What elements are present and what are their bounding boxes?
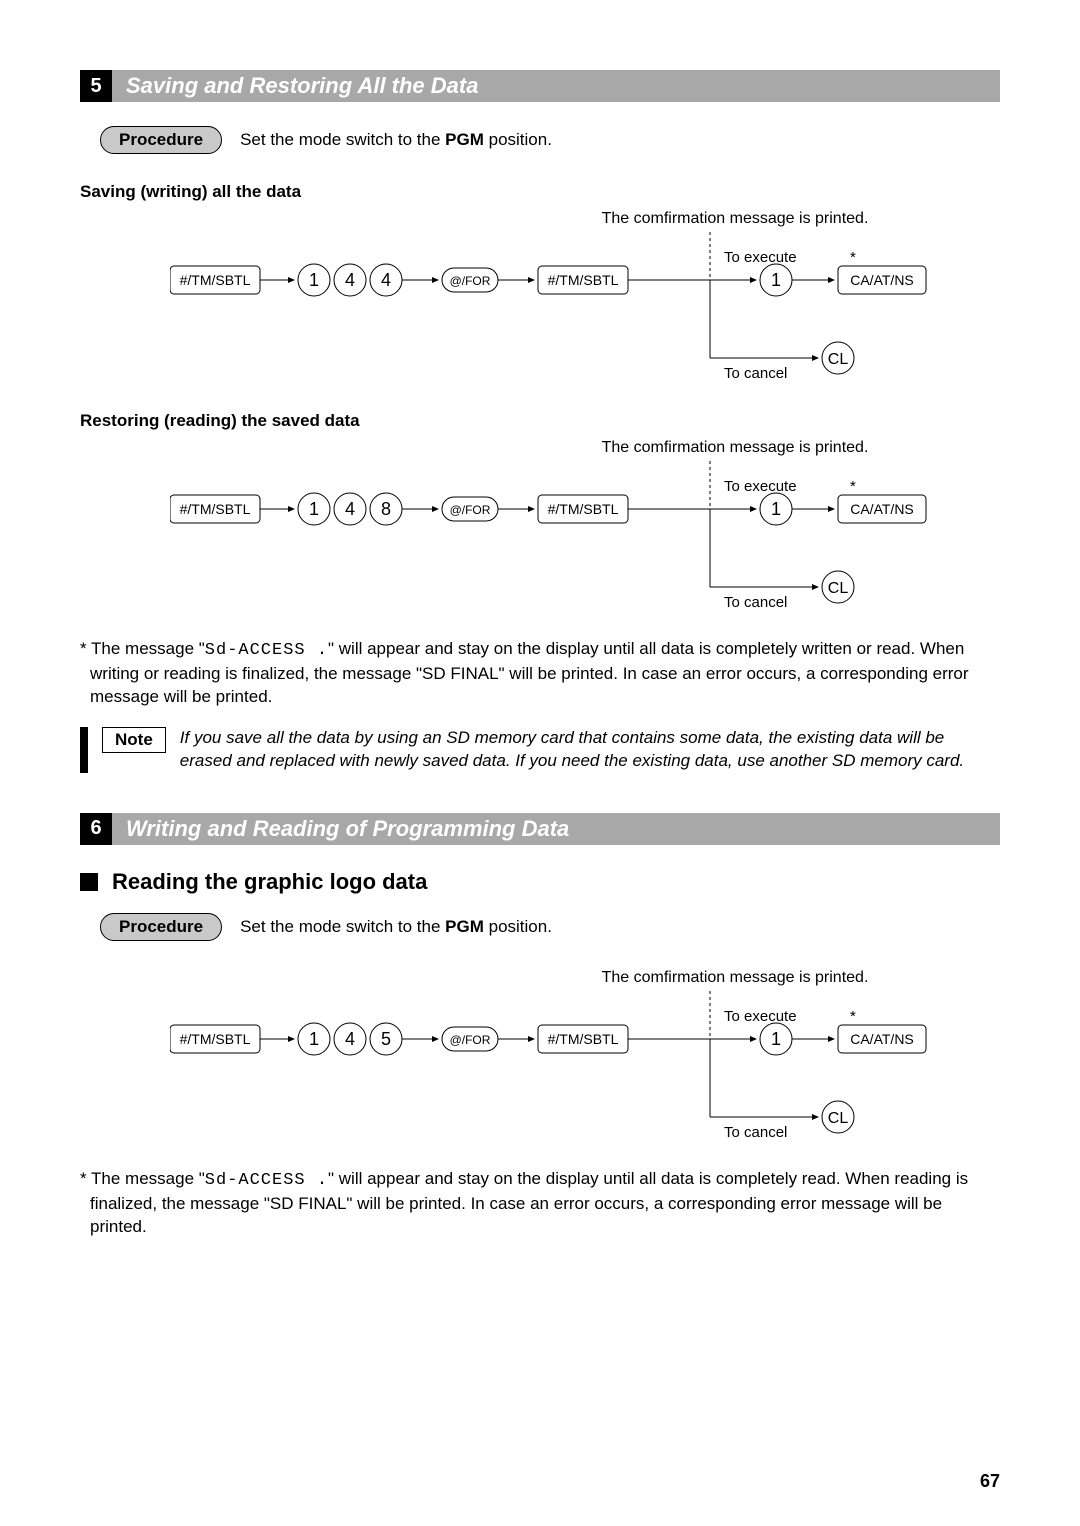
svg-text:CL: CL [828,1110,849,1127]
svg-text:@/FOR: @/FOR [450,503,491,517]
proc-bold: PGM [445,917,484,936]
section-header-6: 6 Writing and Reading of Programming Dat… [80,813,1000,845]
section-title: Writing and Reading of Programming Data [126,816,569,842]
svg-text:#/TM/SBTL: #/TM/SBTL [180,501,251,517]
note-bar [80,727,88,773]
procedure-text: Set the mode switch to the PGM position. [240,917,552,937]
svg-text:@/FOR: @/FOR [450,274,491,288]
procedure-badge: Procedure [100,126,222,154]
fn-seg: Sd-ACCESS . [205,1171,328,1190]
svg-text:4: 4 [345,270,355,290]
note-badge: Note [102,727,166,753]
svg-text:5: 5 [381,1029,391,1049]
flow-diagram-1: To execute * To cancel #/TM/SBTL 1 4 4 @… [80,232,1000,397]
svg-text:To cancel: To cancel [724,365,787,382]
proc-post: position. [484,917,552,936]
flow-diagram-3: To execute * To cancel #/TM/SBTL 1 4 5 @… [80,991,1000,1156]
footnote-1: * The message "Sd-ACCESS ." will appear … [80,638,1000,709]
fn-seg: Sd-ACCESS . [205,641,328,660]
svg-text:To cancel: To cancel [724,594,787,611]
proc-pre: Set the mode switch to the [240,917,445,936]
fn-pre: * The message " [80,639,205,658]
page-number: 67 [980,1471,1000,1492]
procedure-text: Set the mode switch to the PGM position. [240,130,552,150]
procedure-badge: Procedure [100,913,222,941]
svg-text:1: 1 [309,1029,319,1049]
section-title: Saving and Restoring All the Data [126,73,478,99]
section-number: 6 [80,813,112,845]
svg-text:#/TM/SBTL: #/TM/SBTL [548,272,619,288]
square-bullet-icon [80,873,98,891]
svg-text:1: 1 [771,270,781,290]
confirm-text-2: The comfirmation message is printed. [550,439,920,457]
confirm-text-1: The comfirmation message is printed. [550,210,920,228]
subhead-saving: Saving (writing) all the data [80,182,1000,202]
svg-text:*: * [850,478,856,495]
subtitle-reading-logo: Reading the graphic logo data [80,869,1000,895]
svg-text:4: 4 [345,499,355,519]
note-row: Note If you save all the data by using a… [80,727,1000,773]
proc-pre: Set the mode switch to the [240,130,445,149]
svg-text:*: * [850,1008,856,1025]
fn-pre: * The message " [80,1169,205,1188]
svg-text:#/TM/SBTL: #/TM/SBTL [548,501,619,517]
svg-text:To execute: To execute [724,1008,797,1025]
svg-text:1: 1 [309,499,319,519]
svg-text:4: 4 [381,270,391,290]
key-tmsbtl: #/TM/SBTL [180,272,251,288]
confirm-text-3: The comfirmation message is printed. [550,969,920,987]
svg-text:To cancel: To cancel [724,1124,787,1141]
svg-text:1: 1 [771,1029,781,1049]
proc-post: position. [484,130,552,149]
note-text: If you save all the data by using an SD … [180,727,1000,773]
section-number: 5 [80,70,112,102]
procedure-row: Procedure Set the mode switch to the PGM… [100,126,1000,154]
svg-text:CA/AT/NS: CA/AT/NS [850,501,914,517]
flow-diagram-2: To execute * To cancel #/TM/SBTL 1 4 8 @… [80,461,1000,626]
svg-text:#/TM/SBTL: #/TM/SBTL [180,1031,251,1047]
procedure-row-2: Procedure Set the mode switch to the PGM… [100,913,1000,941]
svg-text:To execute: To execute [724,249,797,266]
svg-text:4: 4 [345,1029,355,1049]
page: 5 Saving and Restoring All the Data Proc… [0,0,1080,1526]
svg-text:CL: CL [828,580,849,597]
svg-text:@/FOR: @/FOR [450,1033,491,1047]
section-header-5: 5 Saving and Restoring All the Data [80,70,1000,102]
svg-text:#/TM/SBTL: #/TM/SBTL [548,1031,619,1047]
svg-text:CL: CL [828,351,849,368]
footnote-2: * The message "Sd-ACCESS ." will appear … [80,1168,1000,1239]
svg-text:1: 1 [771,499,781,519]
subtitle-text: Reading the graphic logo data [112,869,427,895]
svg-text:To execute: To execute [724,478,797,495]
svg-text:CA/AT/NS: CA/AT/NS [850,272,914,288]
svg-text:1: 1 [309,270,319,290]
subhead-restoring: Restoring (reading) the saved data [80,411,1000,431]
svg-text:CA/AT/NS: CA/AT/NS [850,1031,914,1047]
proc-bold: PGM [445,130,484,149]
svg-text:*: * [850,249,856,266]
svg-text:8: 8 [381,499,391,519]
